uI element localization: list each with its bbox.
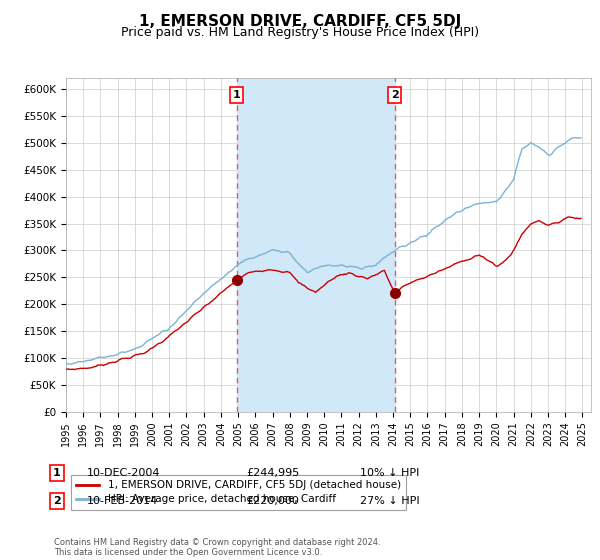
Text: 10-FEB-2014: 10-FEB-2014 [87, 496, 158, 506]
Bar [237, 78, 395, 412]
Legend: 1, EMERSON DRIVE, CARDIFF, CF5 5DJ (detached house), HPI: Average price, detache: 1, EMERSON DRIVE, CARDIFF, CF5 5DJ (deta… [71, 475, 406, 510]
Text: 2: 2 [53, 496, 61, 506]
Text: 10-DEC-2004: 10-DEC-2004 [87, 468, 161, 478]
Text: 1: 1 [233, 90, 241, 100]
Text: £244,995: £244,995 [246, 468, 299, 478]
Text: 2: 2 [391, 90, 398, 100]
Text: 27% ↓ HPI: 27% ↓ HPI [360, 496, 419, 506]
Text: £220,000: £220,000 [246, 496, 299, 506]
Text: Contains HM Land Registry data © Crown copyright and database right 2024.
This d: Contains HM Land Registry data © Crown c… [54, 538, 380, 557]
Text: Price paid vs. HM Land Registry's House Price Index (HPI): Price paid vs. HM Land Registry's House … [121, 26, 479, 39]
Text: 10% ↓ HPI: 10% ↓ HPI [360, 468, 419, 478]
Text: 1, EMERSON DRIVE, CARDIFF, CF5 5DJ: 1, EMERSON DRIVE, CARDIFF, CF5 5DJ [139, 14, 461, 29]
Text: 1: 1 [53, 468, 61, 478]
